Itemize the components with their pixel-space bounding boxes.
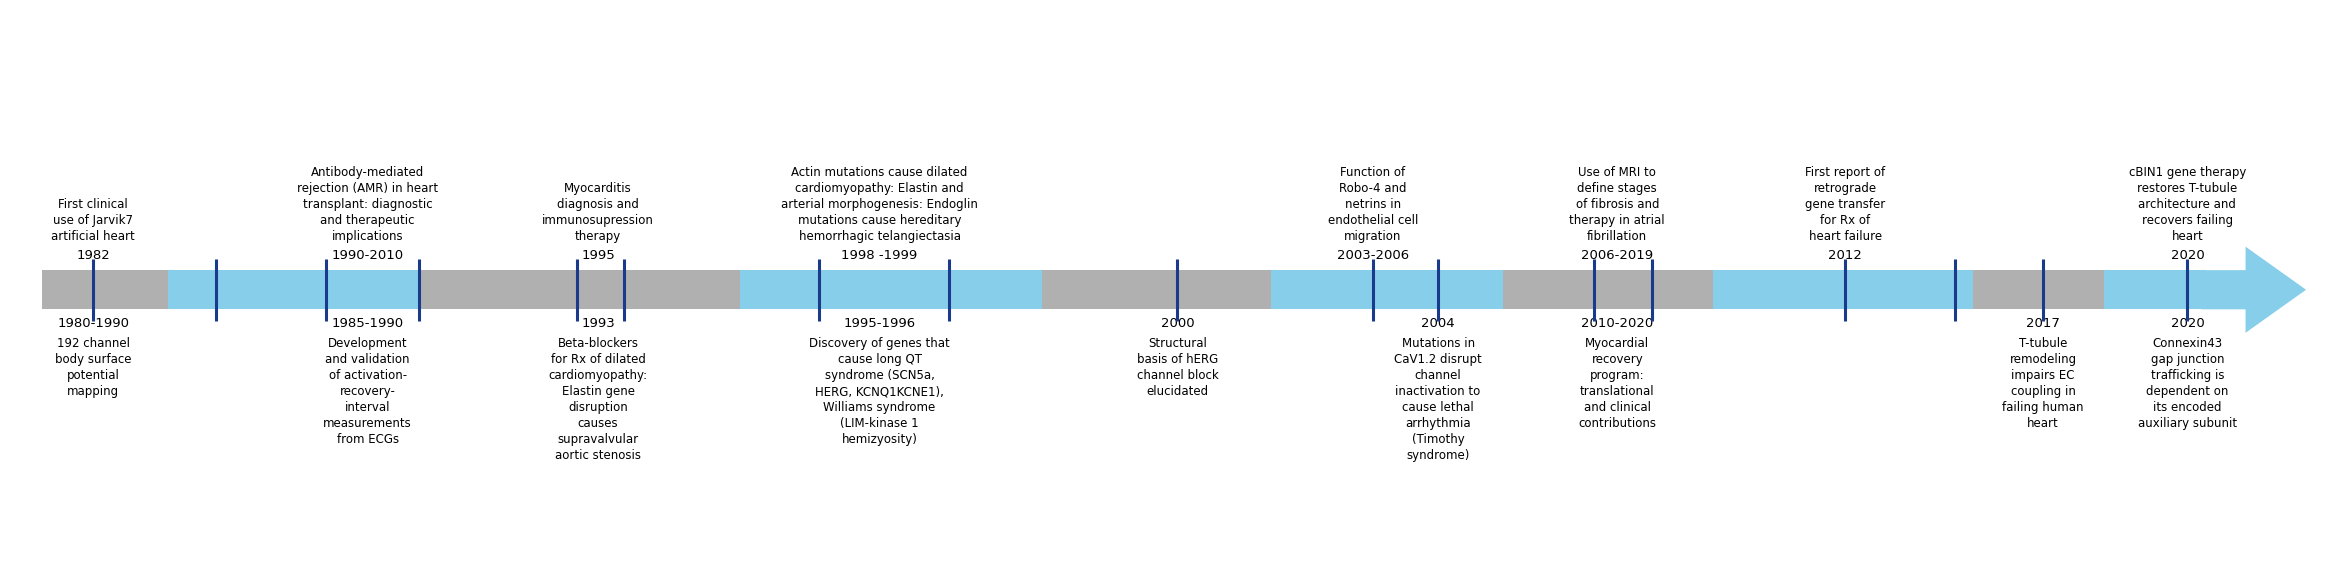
Bar [168, 270, 419, 309]
Text: Connexin43
gap junction
trafficking is
dependent on
its encoded
auxiliary subuni: Connexin43 gap junction trafficking is d… [2139, 338, 2236, 430]
Text: 1993: 1993 [582, 317, 614, 331]
Text: cBIN1 gene therapy
restores T-tubule
architecture and
recovers failing
heart: cBIN1 gene therapy restores T-tubule arc… [2129, 166, 2246, 244]
Text: First clinical
use of Jarvik7
artificial heart: First clinical use of Jarvik7 artificial… [51, 198, 135, 244]
Text: Development
and validation
of activation-
recovery-
interval
measurements
from E: Development and validation of activation… [323, 338, 412, 446]
Text: Myocardial
recovery
program:
translational
and clinical
contributions: Myocardial recovery program: translation… [1578, 338, 1657, 430]
FancyArrow shape [2201, 247, 2306, 333]
Text: Use of MRI to
define stages
of fibrosis and
therapy in atrial
fibrillation: Use of MRI to define stages of fibrosis … [1568, 166, 1666, 244]
Bar [1713, 270, 1973, 309]
Bar [2104, 270, 2206, 309]
Text: 2000: 2000 [1161, 317, 1194, 331]
Text: 2010-2020: 2010-2020 [1580, 317, 1654, 331]
Text: 1995-1996: 1995-1996 [845, 317, 915, 331]
Text: 2004: 2004 [1422, 317, 1454, 331]
Text: 1985-1990: 1985-1990 [333, 317, 403, 331]
Text: 2020: 2020 [2171, 249, 2204, 262]
Text: 1998 -1999: 1998 -1999 [842, 249, 917, 262]
Text: T-tubule
remodeling
impairs EC
coupling in
failing human
heart: T-tubule remodeling impairs EC coupling … [2001, 338, 2085, 430]
Text: Antibody-mediated
rejection (AMR) in heart
transplant: diagnostic
and therapeuti: Antibody-mediated rejection (AMR) in hea… [298, 166, 437, 244]
Text: Mutations in
CaV1.2 disrupt
channel
inactivation to
cause lethal
arrhythmia
(Tim: Mutations in CaV1.2 disrupt channel inac… [1394, 338, 1482, 463]
Text: 2006-2019: 2006-2019 [1582, 249, 1652, 262]
Text: 1982: 1982 [77, 249, 109, 262]
Text: Function of
Robo-4 and
netrins in
endothelial cell
migration: Function of Robo-4 and netrins in endoth… [1329, 166, 1417, 244]
Text: Structural
basis of hERG
channel block
elucidated: Structural basis of hERG channel block e… [1136, 338, 1219, 399]
Text: 192 channel
body surface
potential
mapping: 192 channel body surface potential mappi… [56, 338, 130, 399]
Text: 2017: 2017 [2027, 317, 2059, 331]
Text: Actin mutations cause dilated
cardiomyopathy: Elastin and
arterial morphogenesis: Actin mutations cause dilated cardiomyop… [782, 166, 977, 244]
Bar [42, 270, 2206, 309]
Text: 1980-1990: 1980-1990 [58, 317, 128, 331]
Text: 2020: 2020 [2171, 317, 2204, 331]
Text: Beta-blockers
for Rx of dilated
cardiomyopathy:
Elastin gene
disruption
causes
s: Beta-blockers for Rx of dilated cardiomy… [549, 338, 647, 463]
Bar [740, 270, 1042, 309]
Text: 2003-2006: 2003-2006 [1338, 249, 1408, 262]
Text: First report of
retrograde
gene transfer
for Rx of
heart failure: First report of retrograde gene transfer… [1806, 166, 1885, 244]
Text: 1995: 1995 [582, 249, 614, 262]
Text: Discovery of genes that
cause long QT
syndrome (SCN5a,
HERG, KCNQ1KCNE1),
Willia: Discovery of genes that cause long QT sy… [810, 338, 949, 446]
Text: 1990-2010: 1990-2010 [333, 249, 403, 262]
Bar [1271, 270, 1503, 309]
Text: Myocarditis
diagnosis and
immunosupression
therapy: Myocarditis diagnosis and immunosupressi… [542, 183, 654, 244]
Text: 2012: 2012 [1829, 249, 1862, 262]
